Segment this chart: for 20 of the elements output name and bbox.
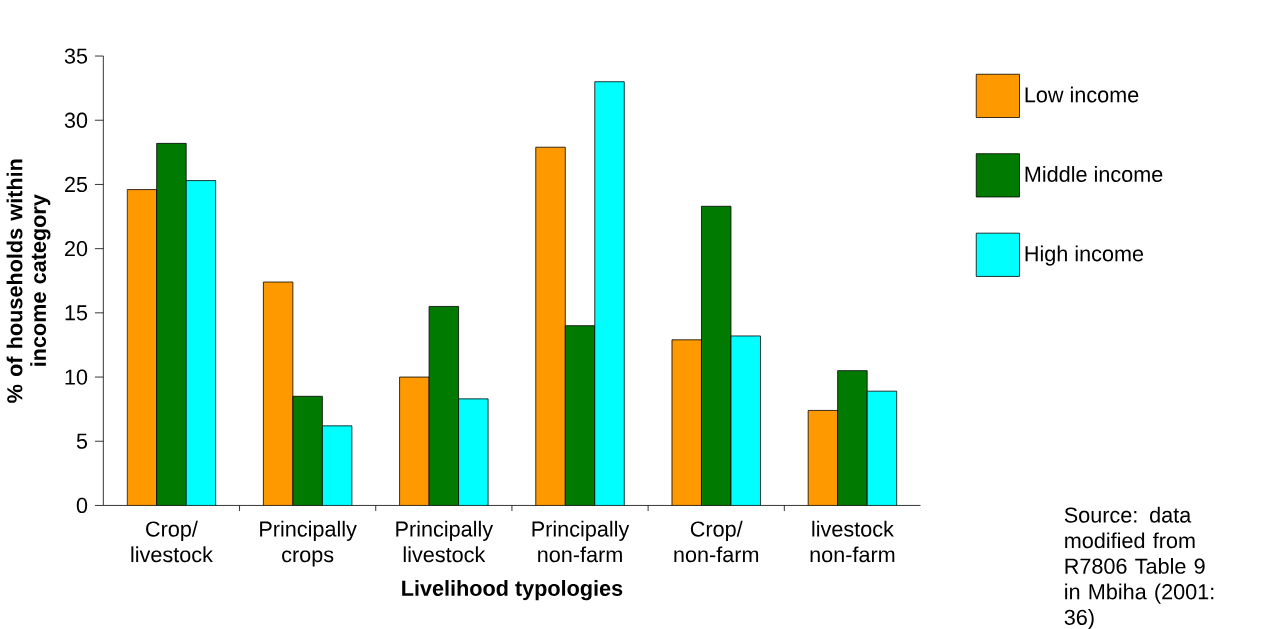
legend-label: Middle income (1025, 165, 1163, 182)
y-tick-label: 20 (65, 240, 88, 257)
x-tick-label: Crop/ livestock (131, 520, 213, 563)
x-axis-title: Livelihood typologies (402, 579, 623, 601)
x-tick-label: Principally non-farm (532, 520, 630, 563)
x-tick-label: Principally livestock (396, 520, 494, 563)
source-note: Source: data modified from R7806 Table 9 in Mbiha (2001: 36) (1064, 506, 1214, 629)
y-axis-title: % of households within income category (6, 159, 51, 403)
legend-label: Low income (1025, 86, 1139, 103)
y-tick-label: 25 (65, 176, 88, 192)
y-tick-label: 30 (64, 112, 88, 128)
x-tick-label: Principally crops (260, 520, 357, 567)
y-tick-label: 10 (65, 369, 88, 385)
x-tick-label: livestock non-farm (810, 520, 895, 563)
y-tick-label: 35 (64, 48, 88, 64)
x-tick-label: Crop/ non-farm (674, 520, 759, 563)
y-tick-label: 5 (76, 433, 88, 449)
y-tick-label: 0 (76, 497, 88, 513)
y-tick-label: 15 (65, 305, 88, 321)
legend-label: High income (1025, 245, 1144, 266)
